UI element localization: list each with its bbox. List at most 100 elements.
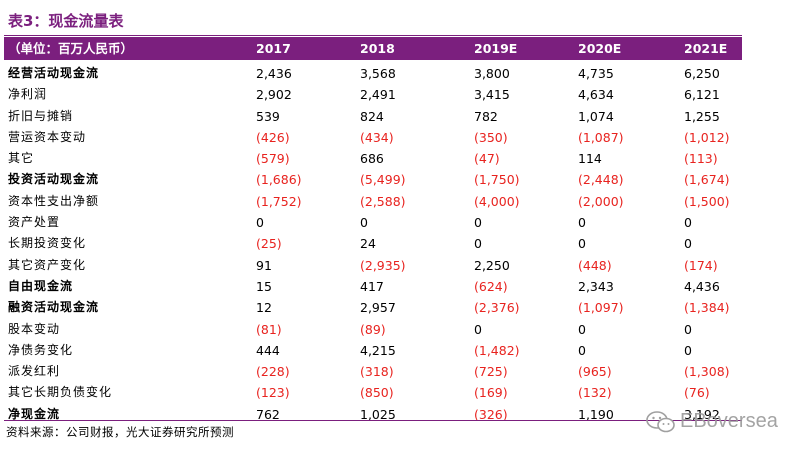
- year-header: 2017: [256, 41, 291, 56]
- value-cell: (434): [360, 129, 394, 145]
- row-label: 其它长期负债变化: [8, 385, 113, 400]
- value-cell: (132): [578, 385, 612, 401]
- value-cell: 2,343: [578, 278, 614, 294]
- table-header: （单位：百万人民币） 2017 2018 2019E 2020E 2021E: [4, 37, 742, 60]
- value-cell: 6,250: [684, 66, 720, 81]
- table-row: 营运资本变动 (426) (434) (350) (1,087) (1,012): [4, 127, 742, 148]
- value-cell: (1,482): [474, 342, 520, 358]
- value-cell: 1,025: [360, 406, 396, 422]
- row-label: 股本变动: [8, 321, 61, 336]
- table-row: 其它 (579) 686 (47) 114 (113): [4, 148, 742, 169]
- value-cell: 0: [684, 342, 692, 358]
- value-cell: 24: [360, 236, 376, 252]
- table-row: 折旧与摊销 539 824 782 1,074 1,255: [4, 106, 742, 127]
- value-cell: (2,376): [474, 300, 520, 316]
- value-cell: 2,250: [474, 257, 510, 273]
- value-cell: (579): [256, 151, 290, 167]
- table-body: 经营活动现金流 2,436 3,568 3,800 4,735 6,250 净利润 2,902…: [4, 63, 742, 425]
- table-row: 经营活动现金流 2,436 3,568 3,800 4,735 6,250: [4, 63, 742, 84]
- value-cell: (624): [474, 278, 508, 294]
- year-header: 2019E: [474, 41, 518, 56]
- value-cell: (2,935): [360, 257, 406, 273]
- value-cell: 762: [256, 406, 280, 422]
- value-cell: 3,192: [684, 406, 720, 422]
- value-cell: (725): [474, 364, 508, 380]
- value-cell: 4,215: [360, 342, 396, 358]
- row-label: 资产处置: [8, 215, 61, 230]
- table-row: 股本变动 (81) (89) 0 0 0: [4, 319, 742, 340]
- value-cell: (89): [360, 321, 386, 337]
- year-header: 2018: [360, 41, 395, 56]
- value-cell: (113): [684, 151, 718, 167]
- value-cell: 0: [578, 342, 586, 358]
- table-row: 其它资产变化 91 (2,935) 2,250 (448) (174): [4, 255, 742, 276]
- value-cell: (76): [684, 385, 710, 401]
- year-header: 2020E: [578, 41, 622, 56]
- value-cell: 12: [256, 300, 272, 316]
- value-cell: 2,491: [360, 87, 396, 103]
- value-cell: 1,255: [684, 108, 720, 124]
- value-cell: (426): [256, 129, 290, 145]
- row-label: 经营活动现金流: [8, 66, 100, 80]
- value-cell: (326): [474, 406, 508, 422]
- value-cell: (965): [578, 364, 612, 380]
- row-label: 营运资本变动: [8, 129, 87, 144]
- value-cell: (1,087): [578, 129, 624, 145]
- row-label: 长期投资变化: [8, 236, 87, 251]
- value-cell: 0: [578, 215, 586, 231]
- value-cell: 0: [684, 215, 692, 231]
- table-title: 表3：现金流量表: [8, 12, 124, 30]
- value-cell: 91: [256, 257, 272, 273]
- value-cell: 2,902: [256, 87, 292, 103]
- value-cell: 0: [578, 321, 586, 337]
- value-cell: 3,415: [474, 87, 510, 103]
- row-label: 派发红利: [8, 364, 61, 379]
- value-cell: (318): [360, 364, 394, 380]
- value-cell: 114: [578, 151, 602, 167]
- row-label: 其它资产变化: [8, 257, 87, 272]
- value-cell: 4,634: [578, 87, 614, 103]
- row-label: 投资活动现金流: [8, 172, 100, 187]
- value-cell: (228): [256, 364, 290, 380]
- value-cell: (5,499): [360, 172, 406, 188]
- row-label: 净利润: [8, 87, 48, 102]
- value-cell: (1,097): [578, 300, 624, 316]
- value-cell: 0: [474, 321, 482, 337]
- value-cell: (2,588): [360, 193, 406, 209]
- table-row: 派发红利 (228) (318) (725) (965) (1,308): [4, 361, 742, 382]
- value-cell: (1,384): [684, 300, 730, 316]
- table-row: 资产处置 0 0 0 0 0: [4, 212, 742, 233]
- bottom-divider: [4, 420, 742, 421]
- value-cell: 0: [256, 215, 264, 231]
- value-cell: (1,752): [256, 193, 302, 209]
- table-row: 净利润 2,902 2,491 3,415 4,634 6,121: [4, 84, 742, 105]
- value-cell: 0: [474, 215, 482, 231]
- value-cell: (1,674): [684, 172, 730, 188]
- value-cell: (1,500): [684, 193, 730, 209]
- row-label: 净现金流: [8, 406, 61, 421]
- value-cell: (25): [256, 236, 282, 252]
- value-cell: (2,000): [578, 193, 624, 209]
- value-cell: 1,074: [578, 108, 614, 124]
- value-cell: (1,750): [474, 172, 520, 188]
- value-cell: (350): [474, 129, 508, 145]
- table-row: 其它长期负债变化 (123) (850) (169) (132) (76): [4, 382, 742, 403]
- value-cell: 782: [474, 108, 498, 124]
- value-cell: 686: [360, 151, 384, 167]
- source-note: 资料来源：公司财报，光大证券研究所预测: [6, 425, 234, 439]
- value-cell: 6,121: [684, 87, 720, 103]
- table-row: 净现金流 762 1,025 (326) 1,190 3,192: [4, 404, 742, 425]
- unit-label: （单位：百万人民币）: [8, 41, 134, 56]
- value-cell: 539: [256, 108, 280, 124]
- value-cell: 824: [360, 108, 384, 124]
- value-cell: (4,000): [474, 193, 520, 209]
- value-cell: 3,800: [474, 66, 510, 81]
- row-label: 融资活动现金流: [8, 300, 100, 315]
- row-label: 自由现金流: [8, 278, 74, 293]
- value-cell: 0: [578, 236, 586, 252]
- value-cell: 417: [360, 278, 384, 294]
- value-cell: (448): [578, 257, 612, 273]
- table-row: 投资活动现金流 (1,686) (5,499) (1,750) (2,448) (1,67…: [4, 169, 742, 190]
- value-cell: (81): [256, 321, 282, 337]
- value-cell: 444: [256, 342, 280, 358]
